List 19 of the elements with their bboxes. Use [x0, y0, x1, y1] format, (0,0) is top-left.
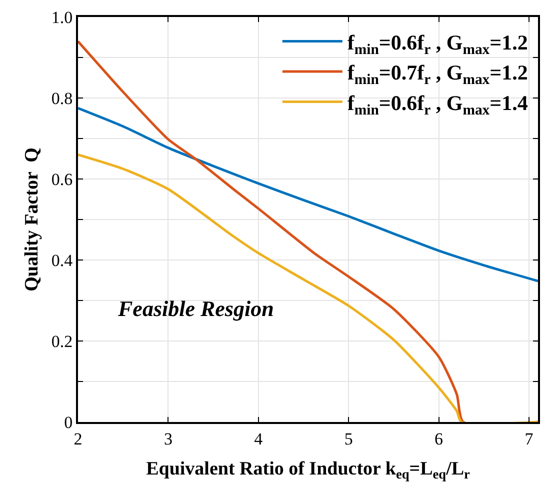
x-tick-label: 3: [164, 429, 172, 448]
y-axis-title: Quality Factor Q: [22, 148, 43, 292]
y-tick-label: 0: [64, 412, 73, 432]
x-tick-label: 2: [74, 429, 82, 448]
text: 1.0: [51, 8, 73, 27]
x-tick-label: 5: [344, 429, 353, 448]
x-tick-label: 6: [434, 429, 444, 448]
y-tick-label: 0.6: [51, 170, 73, 189]
y-tick-label: 0.2: [51, 332, 73, 351]
x-tick-label: 4: [254, 429, 264, 448]
legend-label: f$_{min}$=0.6f$_{r}$ , G$_{max}$=1.2: [347, 30, 528, 58]
line-series: [78, 153, 538, 422]
y-tick-label: 0.8: [51, 88, 73, 108]
legend-label: f$_{min}$=0.6f$_{r}$ , G$_{max}$=1.4: [347, 90, 528, 118]
x-tick-label: 7: [524, 429, 534, 448]
legend-label: f$_{min}$=0.7f$_{r}$ , G$_{max}$=1.2: [347, 60, 528, 88]
x-axis-title: Equivalent Ratio of Inductor k$_{eq}$=L$_{eq}$/L$_{r}$: [146, 458, 470, 482]
annotation: Feasible Resgion: [117, 296, 274, 321]
y-tick-label: 0.4: [51, 250, 74, 270]
